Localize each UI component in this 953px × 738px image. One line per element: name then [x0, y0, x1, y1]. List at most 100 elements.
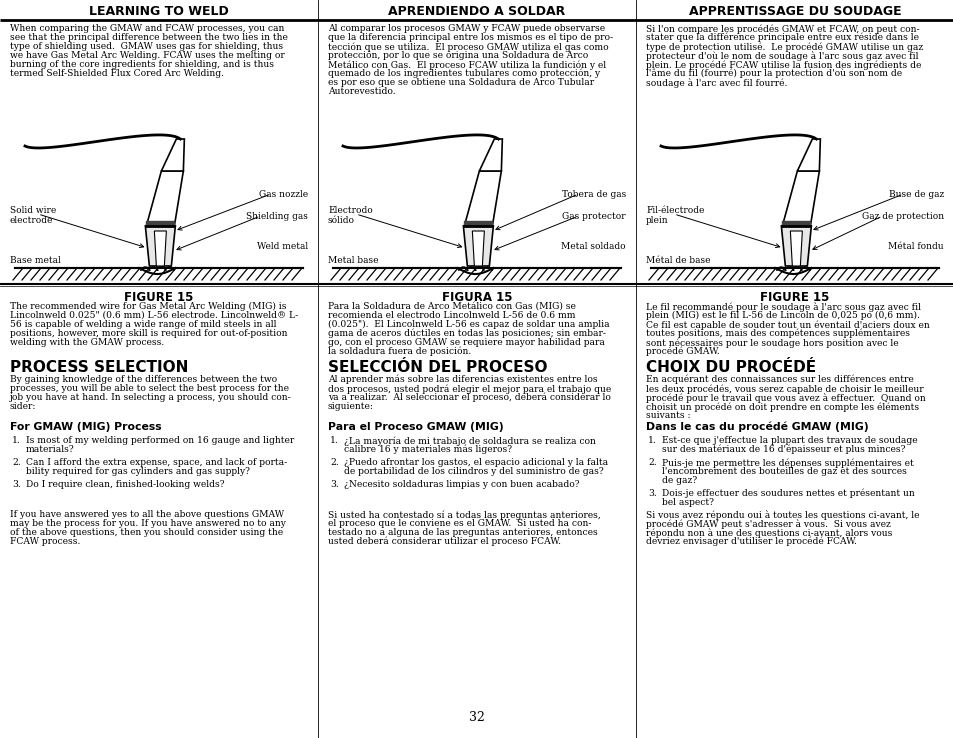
Text: l'encombrement des bouteilles de gaz et des sources: l'encombrement des bouteilles de gaz et …: [661, 467, 906, 476]
Text: usted deberá considerar utilizar el proceso FCAW.: usted deberá considerar utilizar el proc…: [328, 537, 560, 547]
Text: 2.: 2.: [647, 458, 656, 467]
Text: 32: 32: [469, 711, 484, 724]
Text: Solid wire
electrode: Solid wire electrode: [10, 206, 56, 225]
Text: Gaz de protection: Gaz de protection: [861, 212, 943, 221]
Text: type de protection utilisé.  Le procédé GMAW utilise un gaz: type de protection utilisé. Le procédé G…: [645, 42, 923, 52]
Text: Le fil recommandé pour le soudage à l'arc sous gaz avec fil: Le fil recommandé pour le soudage à l'ar…: [645, 302, 920, 312]
Polygon shape: [781, 171, 819, 226]
Text: When comparing the GMAW and FCAW processes, you can: When comparing the GMAW and FCAW process…: [10, 24, 284, 33]
Text: procédé GMAW.: procédé GMAW.: [645, 347, 719, 356]
Text: siguiente:: siguiente:: [328, 402, 374, 411]
Text: ¿Necesito soldaduras limpias y con buen acabado?: ¿Necesito soldaduras limpias y con buen …: [344, 480, 579, 489]
Text: protección, por lo que se origina una Soldadura de Arco: protección, por lo que se origina una So…: [328, 51, 588, 61]
Polygon shape: [472, 231, 484, 266]
Text: Puis-je me permettre les dépenses supplémentaires et: Puis-je me permettre les dépenses supplé…: [661, 458, 913, 467]
Text: devriez envisager d'utiliser le procédé FCAW.: devriez envisager d'utiliser le procédé …: [645, 537, 856, 547]
Text: Buse de gaz: Buse de gaz: [888, 190, 943, 199]
Text: If you have answered yes to all the above questions GMAW: If you have answered yes to all the abov…: [10, 510, 284, 519]
Polygon shape: [478, 139, 502, 171]
Text: sider:: sider:: [10, 402, 36, 411]
Text: FIGURA 15: FIGURA 15: [441, 291, 512, 304]
Text: Metálico con Gas.  El proceso FCAW utiliza la fundición y el: Metálico con Gas. El proceso FCAW utiliz…: [328, 60, 605, 69]
Text: (0.025").  El Lincolnweld L-56 es capaz de soldar una amplia: (0.025"). El Lincolnweld L-56 es capaz d…: [328, 320, 609, 329]
Text: Base metal: Base metal: [10, 256, 61, 265]
Text: soudage à l'arc avec fil fourré.: soudage à l'arc avec fil fourré.: [645, 78, 786, 88]
Text: 1.: 1.: [330, 436, 338, 445]
Polygon shape: [464, 171, 501, 226]
Text: Lincolnweld 0.025" (0.6 mm) L-56 electrode. Lincolnweld® L-: Lincolnweld 0.025" (0.6 mm) L-56 electro…: [10, 311, 298, 320]
Text: Para la Soldadura de Arco Metálico con Gas (MIG) se: Para la Soldadura de Arco Metálico con G…: [328, 302, 576, 311]
Text: APPRENTISSAGE DU SOUDAGE: APPRENTISSAGE DU SOUDAGE: [688, 5, 901, 18]
Text: Shielding gas: Shielding gas: [246, 212, 308, 221]
Text: Dois-je effectuer des soudures nettes et présentant un: Dois-je effectuer des soudures nettes et…: [661, 489, 914, 498]
Text: Al comparar los procesos GMAW y FCAW puede observarse: Al comparar los procesos GMAW y FCAW pue…: [328, 24, 604, 33]
Text: el proceso que le conviene es el GMAW.  Si usted ha con-: el proceso que le conviene es el GMAW. S…: [328, 519, 591, 528]
Text: gama de aceros dúctiles en todas las posiciones; sin embar-: gama de aceros dúctiles en todas las pos…: [328, 329, 605, 339]
Text: quemado de los ingredientes tubulares como protección, y: quemado de los ingredientes tubulares co…: [328, 69, 599, 78]
Polygon shape: [463, 226, 493, 266]
Text: LEARNING TO WELD: LEARNING TO WELD: [89, 5, 229, 18]
Polygon shape: [789, 231, 801, 266]
Text: APRENDIENDO A SOLDAR: APRENDIENDO A SOLDAR: [388, 5, 565, 18]
Text: choisit un procédé on doit prendre en compte les éléments: choisit un procédé on doit prendre en co…: [645, 402, 918, 412]
Text: 3.: 3.: [12, 480, 21, 489]
Text: Si l'on compare les procédés GMAW et FCAW, on peut con-: Si l'on compare les procédés GMAW et FCA…: [645, 24, 919, 33]
Text: positions, however, more skill is required for out-of-position: positions, however, more skill is requir…: [10, 329, 287, 338]
Text: suivants :: suivants :: [645, 411, 690, 420]
Text: Métal de base: Métal de base: [645, 256, 710, 265]
Polygon shape: [797, 139, 820, 171]
Polygon shape: [145, 226, 175, 266]
Text: ¿La mayoría de mi trabajo de soldadura se realiza con: ¿La mayoría de mi trabajo de soldadura s…: [344, 436, 596, 446]
Text: Ce fil est capable de souder tout un éventail d'aciers doux en: Ce fil est capable de souder tout un éve…: [645, 320, 929, 329]
Text: répondu non à une des questions ci-avant, alors vous: répondu non à une des questions ci-avant…: [645, 528, 891, 538]
Text: Metal soldado: Metal soldado: [560, 242, 625, 251]
Text: Est-ce que j'effectue la plupart des travaux de soudage: Est-ce que j'effectue la plupart des tra…: [661, 436, 917, 445]
Text: see that the principal difference between the two lies in the: see that the principal difference betwee…: [10, 33, 288, 42]
Text: welding with the GMAW process.: welding with the GMAW process.: [10, 338, 164, 347]
Text: FIGURE 15: FIGURE 15: [124, 291, 193, 304]
Text: processes, you will be able to select the best process for the: processes, you will be able to select th…: [10, 384, 289, 393]
Polygon shape: [146, 171, 183, 226]
Text: 1.: 1.: [647, 436, 656, 445]
Polygon shape: [154, 231, 166, 266]
Text: Dans le cas du procédé GMAW (MIG): Dans le cas du procédé GMAW (MIG): [645, 422, 868, 432]
Text: Do I require clean, finished-looking welds?: Do I require clean, finished-looking wel…: [26, 480, 224, 489]
Polygon shape: [161, 139, 184, 171]
Text: CHOIX DU PROCÉDÉ: CHOIX DU PROCÉDÉ: [645, 360, 815, 375]
Text: Can I afford the extra expense, space, and lack of porta-: Can I afford the extra expense, space, a…: [26, 458, 287, 467]
Text: FIGURE 15: FIGURE 15: [760, 291, 829, 304]
Text: dos procesos, usted podrá elegir el mejor para el trabajo que: dos procesos, usted podrá elegir el mejo…: [328, 384, 611, 393]
Text: toutes positions, mais des compétences supplémentaires: toutes positions, mais des compétences s…: [645, 329, 909, 339]
Text: Is most of my welding performed on 16 gauge and lighter: Is most of my welding performed on 16 ga…: [26, 436, 294, 445]
Text: 3.: 3.: [647, 489, 656, 498]
Text: l'âme du fil (fourré) pour la protection d'où son nom de: l'âme du fil (fourré) pour la protection…: [645, 69, 902, 78]
Text: 2.: 2.: [330, 458, 338, 467]
Text: Para el Proceso GMAW (MIG): Para el Proceso GMAW (MIG): [328, 422, 503, 432]
Text: les deux procédés, vous serez capable de choisir le meilleur: les deux procédés, vous serez capable de…: [645, 384, 923, 393]
Text: job you have at hand. In selecting a process, you should con-: job you have at hand. In selecting a pro…: [10, 393, 292, 402]
Text: materials?: materials?: [26, 445, 74, 454]
Text: que la diferencia principal entre los mismos es el tipo de pro-: que la diferencia principal entre los mi…: [328, 33, 613, 42]
Text: Fil-électrode
plein: Fil-électrode plein: [645, 206, 703, 225]
Text: procédé pour le travail que vous avez à effectuer.  Quand on: procédé pour le travail que vous avez à …: [645, 393, 924, 403]
Text: Si usted ha contestado sí a todas las preguntas anteriores,: Si usted ha contestado sí a todas las pr…: [328, 510, 600, 520]
Text: Autorevestido.: Autorevestido.: [328, 87, 395, 96]
Text: tección que se utiliza.  El proceso GMAW utiliza el gas como: tección que se utiliza. El proceso GMAW …: [328, 42, 608, 52]
Text: testado no a alguna de las preguntas anteriores, entonces: testado no a alguna de las preguntas ant…: [328, 528, 598, 537]
Text: 56 is capable of welding a wide range of mild steels in all: 56 is capable of welding a wide range of…: [10, 320, 276, 329]
Text: 2.: 2.: [12, 458, 21, 467]
Text: sont nécessaires pour le soudage hors position avec le: sont nécessaires pour le soudage hors po…: [645, 338, 898, 348]
Text: bel aspect?: bel aspect?: [661, 498, 713, 507]
Text: type of shielding used.  GMAW uses gas for shielding, thus: type of shielding used. GMAW uses gas fo…: [10, 42, 283, 51]
Text: Metal base: Metal base: [328, 256, 378, 265]
Text: va a realizar.  Al seleccionar el proceso, deberá considerar lo: va a realizar. Al seleccionar el proceso…: [328, 393, 610, 402]
Text: stater que la différence principale entre eux réside dans le: stater que la différence principale entr…: [645, 33, 918, 43]
Text: calibre 16 y materiales más ligeros?: calibre 16 y materiales más ligeros?: [344, 445, 512, 455]
Text: By gaining knowledge of the differences between the two: By gaining knowledge of the differences …: [10, 375, 276, 384]
Text: de gaz?: de gaz?: [661, 476, 697, 485]
Text: ¿Puedo afrontar los gastos, el espacio adicional y la falta: ¿Puedo afrontar los gastos, el espacio a…: [344, 458, 607, 467]
Text: procédé GMAW peut s'adresser à vous.  Si vous avez: procédé GMAW peut s'adresser à vous. Si …: [645, 519, 890, 529]
Text: recomienda el electrodo Lincolnweld L-56 de 0.6 mm: recomienda el electrodo Lincolnweld L-56…: [328, 311, 575, 320]
Text: protecteur d'où le nom de soudage à l'arc sous gaz avec fil: protecteur d'où le nom de soudage à l'ar…: [645, 51, 918, 61]
Text: es por eso que se obtiene una Soldadura de Arco Tubular: es por eso que se obtiene una Soldadura …: [328, 78, 594, 87]
